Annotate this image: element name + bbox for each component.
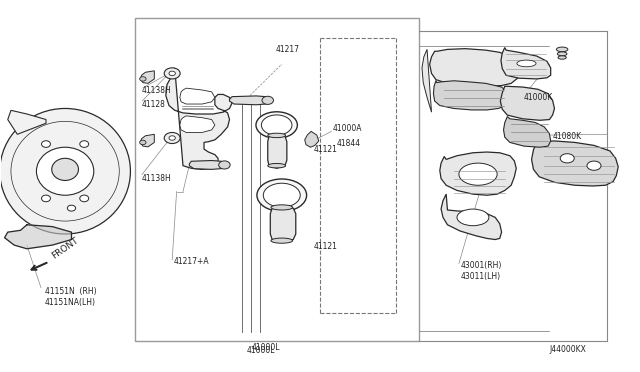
- Polygon shape: [504, 116, 550, 147]
- Ellipse shape: [271, 238, 292, 243]
- Polygon shape: [140, 71, 154, 83]
- Ellipse shape: [268, 133, 285, 138]
- Polygon shape: [433, 80, 510, 110]
- Ellipse shape: [557, 52, 567, 56]
- Text: 41121: 41121: [314, 243, 337, 251]
- Ellipse shape: [67, 205, 76, 211]
- Ellipse shape: [257, 179, 307, 211]
- Text: 43001(RH): 43001(RH): [460, 261, 502, 270]
- Polygon shape: [180, 116, 215, 132]
- Ellipse shape: [560, 154, 574, 163]
- Text: 41844: 41844: [337, 139, 361, 148]
- Ellipse shape: [261, 115, 292, 135]
- Polygon shape: [180, 88, 215, 104]
- Ellipse shape: [169, 71, 175, 76]
- Polygon shape: [4, 225, 72, 249]
- Ellipse shape: [42, 141, 51, 147]
- Text: J44000KX: J44000KX: [549, 345, 586, 354]
- Ellipse shape: [164, 68, 180, 79]
- Ellipse shape: [80, 195, 89, 202]
- Ellipse shape: [140, 77, 146, 81]
- Polygon shape: [501, 48, 550, 79]
- Text: 41000K: 41000K: [524, 93, 553, 102]
- Polygon shape: [268, 134, 287, 168]
- Ellipse shape: [587, 161, 601, 170]
- Ellipse shape: [36, 147, 94, 195]
- Text: 41000A: 41000A: [333, 124, 362, 133]
- Ellipse shape: [262, 96, 273, 105]
- Polygon shape: [166, 68, 232, 169]
- Text: 41217+A: 41217+A: [173, 257, 209, 266]
- Text: 41121: 41121: [314, 145, 337, 154]
- Ellipse shape: [164, 132, 180, 144]
- Text: 41138H: 41138H: [141, 174, 172, 183]
- Polygon shape: [230, 96, 268, 105]
- Ellipse shape: [457, 209, 489, 226]
- Ellipse shape: [169, 136, 175, 140]
- Ellipse shape: [140, 140, 146, 145]
- Ellipse shape: [556, 47, 568, 52]
- Ellipse shape: [268, 163, 285, 168]
- Text: 41000L: 41000L: [252, 343, 280, 352]
- Polygon shape: [500, 86, 554, 120]
- Ellipse shape: [256, 112, 298, 138]
- Text: FRONT: FRONT: [50, 236, 80, 261]
- Text: 41128: 41128: [141, 100, 166, 109]
- Polygon shape: [140, 134, 154, 147]
- Ellipse shape: [459, 163, 497, 185]
- Text: 41217: 41217: [275, 45, 300, 54]
- Ellipse shape: [219, 161, 230, 169]
- Ellipse shape: [80, 141, 89, 147]
- Text: 41151N  (RH): 41151N (RH): [45, 287, 97, 296]
- Polygon shape: [422, 49, 431, 112]
- Ellipse shape: [0, 109, 131, 234]
- Polygon shape: [429, 49, 521, 86]
- Text: 41138H: 41138H: [141, 86, 172, 94]
- Polygon shape: [189, 161, 225, 169]
- Polygon shape: [270, 206, 296, 242]
- Ellipse shape: [52, 158, 79, 180]
- Polygon shape: [441, 194, 502, 240]
- Text: 43011(LH): 43011(LH): [460, 272, 500, 281]
- Polygon shape: [8, 110, 46, 134]
- Ellipse shape: [42, 195, 51, 202]
- Text: 41080K: 41080K: [552, 132, 582, 141]
- Text: 41000L: 41000L: [246, 346, 275, 355]
- Bar: [135, 18, 419, 341]
- Ellipse shape: [271, 205, 292, 210]
- Ellipse shape: [517, 60, 536, 67]
- Polygon shape: [532, 141, 618, 186]
- Ellipse shape: [558, 56, 566, 59]
- Polygon shape: [305, 131, 319, 147]
- Ellipse shape: [263, 183, 300, 207]
- Polygon shape: [440, 152, 516, 195]
- Text: 41151NA(LH): 41151NA(LH): [45, 298, 96, 307]
